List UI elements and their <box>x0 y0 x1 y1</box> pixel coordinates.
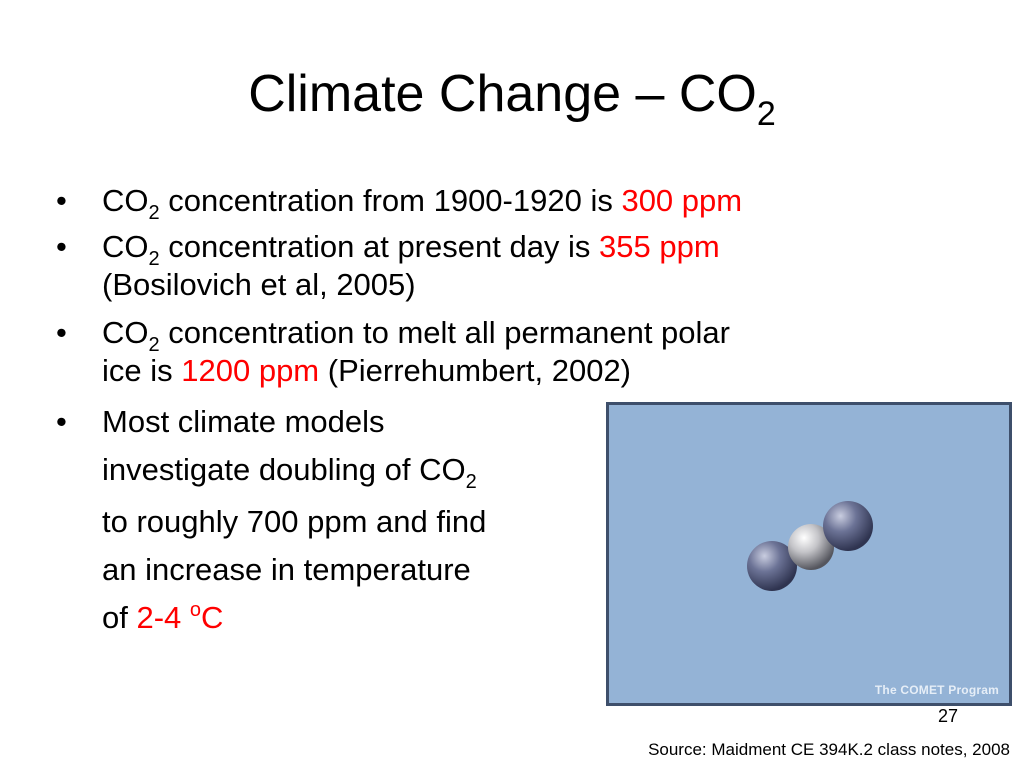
citation: (Pierrehumbert, 2002) <box>319 353 632 388</box>
bullet-text: concentration to melt all permanent pola… <box>159 315 730 350</box>
bullet-item-1: • CO2 concentration from 1900-1920 is 30… <box>56 180 956 226</box>
co2-label: CO <box>102 183 149 218</box>
bullet-line: of <box>102 600 137 635</box>
highlight-value: 1200 ppm <box>181 353 320 388</box>
bullet-list: • CO2 concentration from 1900-1920 is 30… <box>56 180 956 646</box>
image-credit: The COMET Program <box>874 683 999 697</box>
co2-subscript: 2 <box>465 471 477 493</box>
highlight-value: 2-4 <box>136 600 190 635</box>
co2-molecule-icon <box>747 501 873 591</box>
bullet-text: concentration from 1900-1920 is <box>159 183 622 218</box>
bullet-line: Most climate models <box>102 404 385 439</box>
bullet-marker: • <box>56 183 67 218</box>
oxygen-atom-right <box>823 501 873 551</box>
bullet-line: investigate doubling of CO <box>102 452 466 487</box>
co2-label: CO <box>102 229 149 264</box>
highlight-value: 355 ppm <box>599 229 720 264</box>
co2-subscript: 2 <box>148 248 160 270</box>
unit-celsius: C <box>201 600 224 635</box>
title-text: Climate Change – CO <box>248 65 757 123</box>
bullet-line: to roughly 700 ppm and find <box>102 504 487 539</box>
carbon-atom <box>788 524 834 570</box>
oxygen-atom-left <box>747 541 797 591</box>
page-number: 27 <box>938 706 959 726</box>
highlight-value: 300 ppm <box>621 183 743 218</box>
bullet-marker: • <box>56 229 67 264</box>
bullet-marker: • <box>56 404 67 439</box>
co2-label: CO <box>102 315 149 350</box>
bullet-item-2: • CO2 concentration at present day is 35… <box>56 230 956 302</box>
co2-subscript: 2 <box>148 202 160 224</box>
bullet-line: an increase in temperature <box>102 552 471 587</box>
bullet-marker: • <box>56 315 67 350</box>
source-note: Source: Maidment CE 394K.2 class notes, … <box>648 740 1010 759</box>
bullet-text: ice is <box>102 353 182 388</box>
co2-subscript: 2 <box>148 334 160 356</box>
bullet-item-4: • Most climate models investigate doubli… <box>56 398 956 646</box>
degree-superscript: o <box>189 599 202 621</box>
title-subscript: 2 <box>756 95 776 133</box>
bullet-item-3: • CO2 concentration to melt all permanen… <box>56 316 956 388</box>
citation: (Bosilovich et al, 2005) <box>102 267 416 302</box>
slide-title: Climate Change – CO2 <box>0 62 1024 133</box>
bullet-text: concentration at present day is <box>159 229 600 264</box>
co2-molecule-image: The COMET Program <box>606 402 1012 706</box>
